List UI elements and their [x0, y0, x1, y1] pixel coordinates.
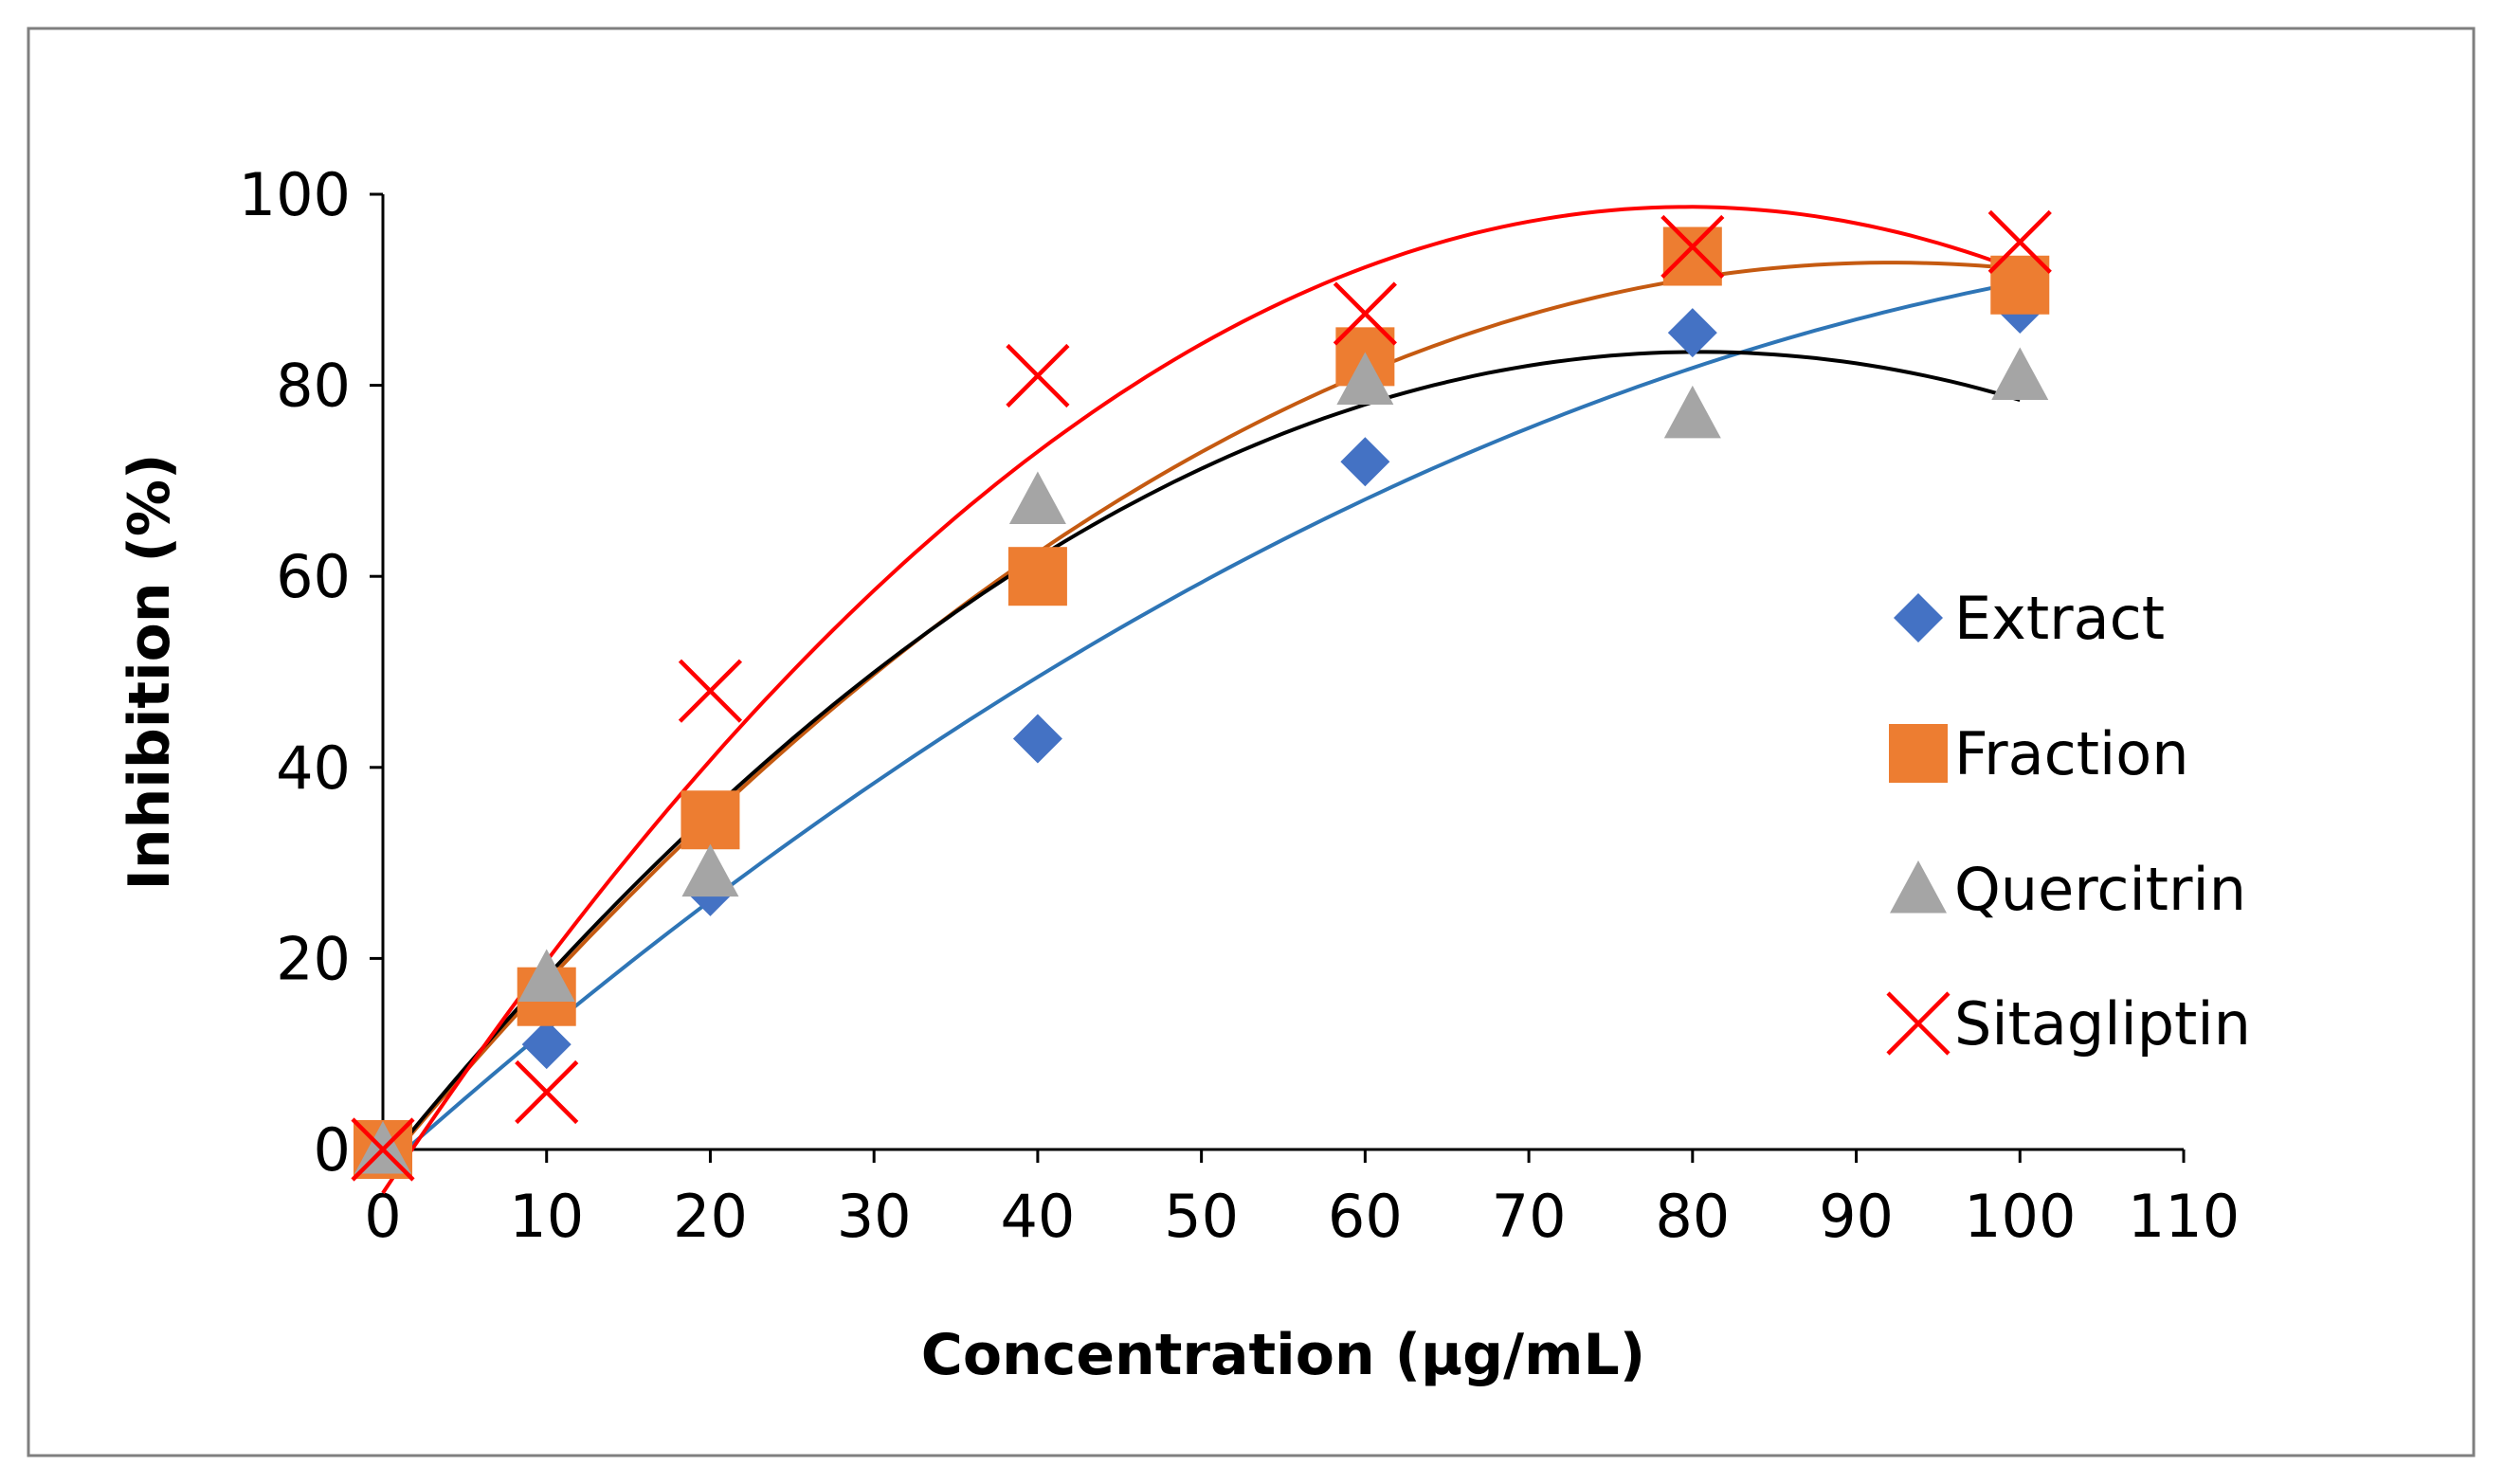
trendline-fraction [381, 261, 2021, 1169]
x-tick-label: 30 [837, 1182, 912, 1251]
point-quercitrin [1336, 352, 1394, 406]
legend-item-sitagliptin: Sitagliptin [1886, 989, 2251, 1059]
point-extract [1667, 308, 1717, 358]
legend: Extract Fraction Quercitrin Sitagliptin [1886, 584, 2251, 1059]
y-axis-title: Inhibition (%) [117, 454, 183, 891]
trendline-extract [381, 281, 2021, 1172]
point-sitagliptin [1987, 209, 2052, 274]
x-tick-label: 80 [1655, 1182, 1730, 1251]
point-quercitrin [1663, 385, 1721, 439]
axes [381, 194, 2184, 1151]
y-tick-label: 80 [276, 352, 351, 421]
trendlines [381, 205, 2022, 1195]
x-axis-title: Concentration (µg/mL) [921, 1322, 1645, 1388]
y-tick-label: 60 [276, 542, 351, 611]
point-extract [1340, 437, 1390, 487]
point-sitagliptin [351, 1117, 415, 1182]
x-tick-label: 10 [509, 1182, 584, 1251]
point-fraction [1007, 547, 1067, 606]
legend-item-quercitrin: Quercitrin [1890, 855, 2246, 924]
x-tick-label: 50 [1164, 1182, 1239, 1251]
legend-marker-fraction [1889, 724, 1948, 783]
y-tick-label: 0 [314, 1115, 351, 1185]
x-tick-label: 60 [1328, 1182, 1403, 1251]
point-extract [1012, 714, 1062, 764]
point-quercitrin [681, 843, 739, 897]
point-quercitrin [517, 949, 575, 1003]
series-sitagliptin [351, 209, 2052, 1182]
x-tick-label: 40 [1000, 1182, 1075, 1251]
legend-marker-extract [1894, 593, 1943, 642]
x-tick-label: 100 [1964, 1182, 2076, 1251]
legend-label-fraction: Fraction [1954, 719, 2189, 788]
point-sitagliptin [1333, 281, 1397, 346]
chart-border [27, 27, 2476, 1457]
point-fraction [680, 790, 740, 850]
trendline-quercitrin [381, 350, 2021, 1168]
legend-marker-quercitrin [1890, 860, 1947, 914]
y-tick-label: 20 [276, 924, 351, 993]
x-tick-label: 110 [2128, 1182, 2240, 1251]
x-tick-label: 90 [1819, 1182, 1894, 1251]
x-tick-label: 20 [673, 1182, 748, 1251]
point-fraction [1990, 255, 2050, 315]
point-sitagliptin [1006, 343, 1070, 408]
tick-labels: 0 10 20 30 40 50 60 70 80 90 100 110 0 20 40 60 80 100 [239, 160, 2241, 1251]
legend-label-extract: Extract [1954, 584, 2165, 653]
legend-item-fraction: Fraction [1889, 719, 2189, 788]
trendline-sitagliptin [381, 205, 2022, 1195]
point-quercitrin [1008, 471, 1066, 525]
x-tick-label: 0 [364, 1182, 401, 1251]
x-tick-label: 70 [1492, 1182, 1567, 1251]
point-fraction [1662, 226, 1722, 286]
point-sitagliptin [1660, 214, 1725, 280]
legend-marker-sitagliptin [1886, 991, 1951, 1056]
legend-item-extract: Extract [1894, 584, 2165, 653]
point-sitagliptin [678, 659, 743, 723]
point-sitagliptin [515, 1059, 579, 1125]
point-quercitrin [1991, 347, 2049, 401]
markers [351, 209, 2052, 1182]
ticks [370, 192, 2186, 1163]
legend-label-quercitrin: Quercitrin [1954, 855, 2246, 924]
y-tick-label: 40 [276, 733, 351, 803]
point-extract [521, 1020, 572, 1070]
legend-label-sitagliptin: Sitagliptin [1954, 989, 2251, 1059]
y-tick-label: 100 [239, 160, 351, 229]
